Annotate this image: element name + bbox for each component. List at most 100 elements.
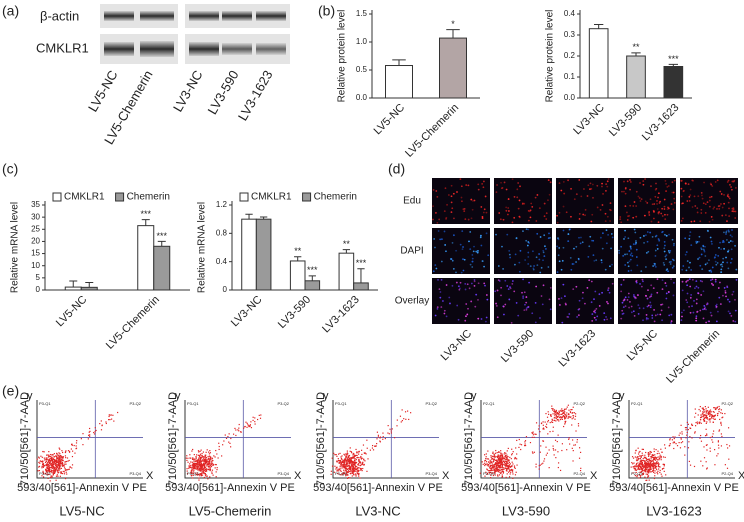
cell-dot: [650, 220, 653, 223]
cell-dot: [661, 279, 664, 281]
microscopy-column-label: LV5-Chemerin: [664, 328, 722, 386]
event-dot: [58, 469, 60, 471]
cell-dot: [633, 314, 636, 317]
event-dot: [650, 460, 652, 462]
event-dot: [638, 466, 640, 468]
event-dot: [210, 456, 212, 458]
event-dot: [200, 459, 202, 461]
event-dot: [56, 456, 58, 458]
event-dot: [348, 465, 350, 467]
event-dot: [215, 471, 217, 473]
event-dot: [634, 469, 636, 471]
cell-dot: [695, 302, 698, 305]
event-dot: [53, 472, 56, 474]
event-dot: [188, 466, 190, 468]
event-dot: [636, 457, 638, 459]
event-dot: [345, 467, 347, 469]
event-dot: [494, 463, 496, 465]
cell-dot: [633, 228, 636, 231]
event-dot: [210, 465, 213, 468]
event-dot: [49, 458, 51, 460]
event-dot: [359, 461, 361, 463]
cell-dot: [725, 256, 727, 259]
event-dot: [496, 467, 498, 469]
cell-dot: [548, 193, 551, 196]
event-dot: [542, 440, 544, 442]
event-dot: [387, 425, 389, 427]
event-dot: [698, 408, 700, 411]
event-dot: [359, 477, 361, 479]
cell-dot: [480, 244, 483, 247]
cell-dot: [556, 214, 558, 217]
cell-dot: [534, 196, 537, 199]
event-dot: [548, 449, 550, 451]
event-dot: [673, 437, 675, 440]
event-dot: [646, 468, 648, 470]
event-dot: [554, 416, 556, 418]
quadrant-label: P3-Q3: [335, 471, 347, 476]
cell-dot: [451, 284, 454, 287]
cell-dot: [560, 268, 563, 271]
event-dot: [499, 471, 501, 473]
event-dot: [334, 454, 336, 456]
event-dot: [650, 464, 653, 467]
cell-dot: [672, 265, 675, 268]
event-dot: [652, 465, 654, 468]
event-dot: [550, 414, 552, 416]
event-dot: [354, 467, 356, 469]
cell-dot: [637, 304, 640, 307]
event-dot: [355, 474, 357, 476]
cell-dot: [477, 299, 479, 301]
event-dot: [337, 457, 339, 460]
error-bar: [157, 240, 166, 247]
event-dot: [644, 465, 647, 467]
event-dot: [346, 458, 349, 460]
event-dot: [662, 463, 664, 465]
cell-dot: [501, 245, 503, 248]
cell-dot: [656, 313, 659, 316]
event-dot: [60, 471, 62, 473]
event-dot: [718, 429, 721, 431]
axis: [184, 400, 291, 479]
cell-dot: [645, 251, 648, 254]
cell-dot: [434, 264, 437, 266]
event-dot: [348, 467, 350, 469]
event-dot: [229, 442, 231, 444]
event-dot: [641, 466, 643, 468]
event-dot: [704, 405, 706, 408]
cell-dot: [506, 233, 509, 236]
cell-dot: [463, 210, 466, 212]
event-dot: [353, 456, 355, 458]
event-dot: [533, 436, 535, 438]
cell-dot: [434, 314, 437, 317]
cell-dot: [532, 250, 534, 253]
event-dot: [201, 466, 203, 469]
event-dot: [59, 471, 61, 473]
event-dot: [552, 426, 554, 428]
event-dot: [642, 458, 644, 460]
cell-dot: [629, 254, 632, 256]
event-dot: [705, 417, 708, 419]
event-dot: [194, 460, 197, 462]
event-dot: [189, 457, 191, 459]
bar: [439, 37, 467, 99]
event-dot: [558, 420, 560, 422]
cell-dot: [731, 210, 734, 213]
event-dot: [499, 456, 501, 458]
cell-dot: [477, 188, 480, 191]
event-dot: [716, 414, 719, 417]
cell-dot: [735, 268, 738, 271]
event-dot: [199, 464, 201, 466]
event-dot: [689, 436, 691, 438]
cell-dot: [484, 195, 487, 198]
cell-dot: [445, 315, 448, 318]
event-dot: [563, 415, 565, 418]
cell-dot: [725, 233, 727, 235]
event-dot: [406, 410, 409, 412]
event-dot: [200, 467, 202, 470]
event-dot: [645, 471, 647, 473]
event-dot: [190, 461, 192, 463]
event-dot: [656, 468, 658, 471]
event-dot: [499, 456, 501, 458]
event-dot: [493, 464, 495, 466]
